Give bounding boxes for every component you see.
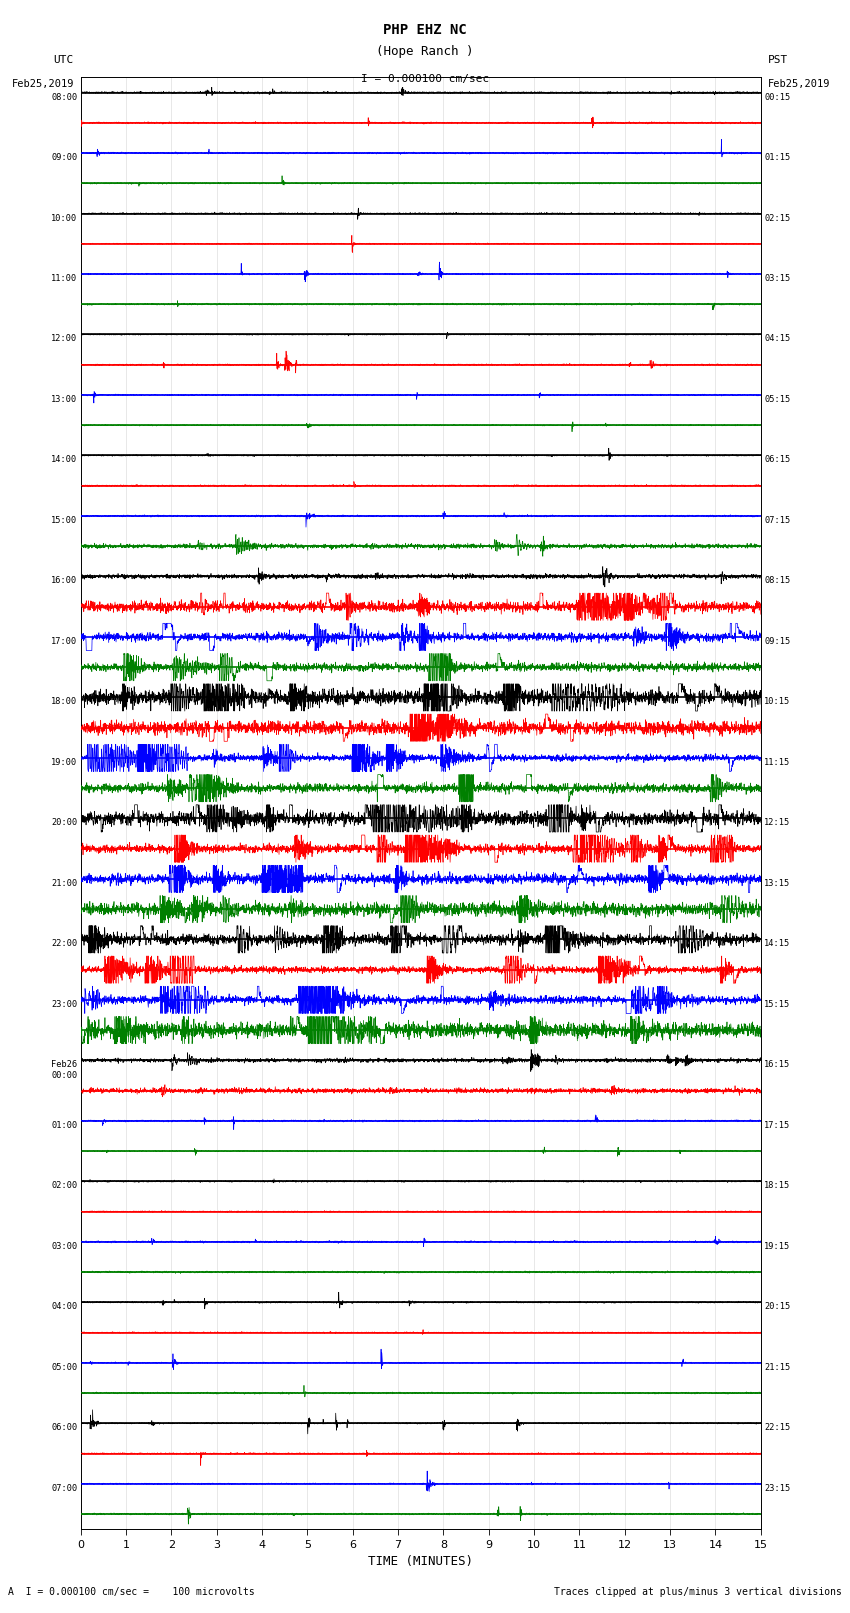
Text: Feb25,2019: Feb25,2019: [768, 79, 830, 89]
Text: 18:00: 18:00: [51, 697, 77, 706]
Text: 13:00: 13:00: [51, 395, 77, 403]
Text: 14:15: 14:15: [764, 939, 790, 948]
Text: 03:00: 03:00: [51, 1242, 77, 1250]
Text: PHP EHZ NC: PHP EHZ NC: [383, 23, 467, 37]
Text: 02:00: 02:00: [51, 1181, 77, 1190]
X-axis label: TIME (MINUTES): TIME (MINUTES): [368, 1555, 473, 1568]
Text: 05:15: 05:15: [764, 395, 790, 403]
Text: 21:15: 21:15: [764, 1363, 790, 1371]
Text: 09:00: 09:00: [51, 153, 77, 161]
Text: 19:00: 19:00: [51, 758, 77, 766]
Text: 07:15: 07:15: [764, 516, 790, 524]
Text: A  I = 0.000100 cm/sec =    100 microvolts: A I = 0.000100 cm/sec = 100 microvolts: [8, 1587, 255, 1597]
Text: 03:15: 03:15: [764, 274, 790, 282]
Text: 17:15: 17:15: [764, 1121, 790, 1129]
Text: 10:00: 10:00: [51, 213, 77, 223]
Text: UTC: UTC: [54, 55, 74, 65]
Text: 20:00: 20:00: [51, 818, 77, 827]
Text: 13:15: 13:15: [764, 879, 790, 887]
Text: 16:15: 16:15: [764, 1060, 790, 1069]
Text: 12:00: 12:00: [51, 334, 77, 344]
Text: 19:15: 19:15: [764, 1242, 790, 1250]
Text: Feb26
00:00: Feb26 00:00: [51, 1060, 77, 1079]
Text: 08:00: 08:00: [51, 92, 77, 102]
Text: 09:15: 09:15: [764, 637, 790, 645]
Text: 17:00: 17:00: [51, 637, 77, 645]
Text: 01:00: 01:00: [51, 1121, 77, 1129]
Text: 23:00: 23:00: [51, 1000, 77, 1008]
Text: 06:00: 06:00: [51, 1423, 77, 1432]
Text: (Hope Ranch ): (Hope Ranch ): [377, 45, 473, 58]
Text: 20:15: 20:15: [764, 1302, 790, 1311]
Text: Traces clipped at plus/minus 3 vertical divisions: Traces clipped at plus/minus 3 vertical …: [553, 1587, 842, 1597]
Text: 21:00: 21:00: [51, 879, 77, 887]
Text: 18:15: 18:15: [764, 1181, 790, 1190]
Text: 06:15: 06:15: [764, 455, 790, 465]
Text: 12:15: 12:15: [764, 818, 790, 827]
Text: 10:15: 10:15: [764, 697, 790, 706]
Text: 04:00: 04:00: [51, 1302, 77, 1311]
Text: 01:15: 01:15: [764, 153, 790, 161]
Text: 22:15: 22:15: [764, 1423, 790, 1432]
Text: 02:15: 02:15: [764, 213, 790, 223]
Text: PST: PST: [768, 55, 788, 65]
Text: 23:15: 23:15: [764, 1484, 790, 1492]
Text: 00:15: 00:15: [764, 92, 790, 102]
Text: 07:00: 07:00: [51, 1484, 77, 1492]
Text: 11:15: 11:15: [764, 758, 790, 766]
Text: 11:00: 11:00: [51, 274, 77, 282]
Text: I = 0.000100 cm/sec: I = 0.000100 cm/sec: [361, 74, 489, 84]
Text: 08:15: 08:15: [764, 576, 790, 586]
Text: 15:00: 15:00: [51, 516, 77, 524]
Text: 15:15: 15:15: [764, 1000, 790, 1008]
Text: 05:00: 05:00: [51, 1363, 77, 1371]
Text: 22:00: 22:00: [51, 939, 77, 948]
Text: 04:15: 04:15: [764, 334, 790, 344]
Text: Feb25,2019: Feb25,2019: [11, 79, 74, 89]
Text: 14:00: 14:00: [51, 455, 77, 465]
Text: 16:00: 16:00: [51, 576, 77, 586]
